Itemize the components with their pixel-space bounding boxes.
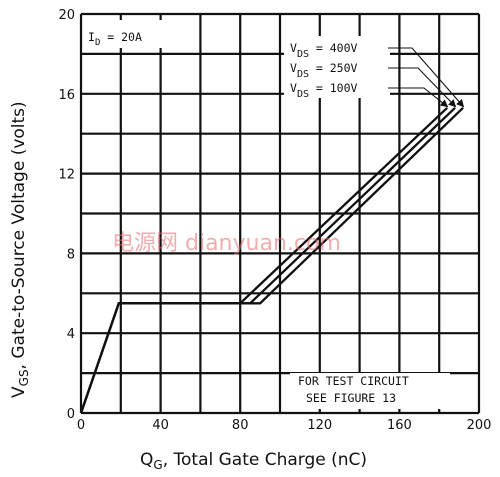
legend-label-1: VDS = 400V	[290, 41, 358, 60]
y-tick-label: 0	[67, 407, 75, 422]
y-axis-label-sub: GS	[17, 369, 31, 386]
x-axis-label-rest: , Total Gate Charge (nC)	[163, 450, 367, 470]
x-axis-label-main: Q	[140, 450, 153, 470]
y-axis-label-rest: , Gate-to-Source Voltage (volts)	[9, 101, 29, 369]
x-tick-label: 0	[77, 418, 85, 433]
legend-label-3: VDS = 100V	[290, 81, 358, 100]
x-tick-label: 160	[387, 418, 412, 433]
x-tick-label: 120	[307, 418, 332, 433]
x-tick-label: 80	[232, 418, 249, 433]
legend-label-2: VDS = 250V	[290, 61, 358, 80]
series-line-3	[79, 106, 448, 414]
y-axis-label-main: V	[9, 386, 29, 398]
legend-arrow-3	[388, 87, 449, 108]
legend-arrow-1	[388, 47, 465, 108]
y-tick-label: 20	[58, 8, 75, 23]
y-tick-label: 16	[58, 88, 75, 103]
note-line-2: SEE FIGURE 13	[306, 391, 396, 405]
watermark: 电源网 dianyuan.com	[112, 231, 341, 256]
y-tick-label: 12	[58, 168, 75, 183]
svg-text:ID = 20A: ID = 20A	[88, 30, 142, 48]
condition-sub: D	[95, 38, 100, 48]
legend-arrow-2	[388, 67, 457, 108]
legend-arrows	[388, 47, 465, 108]
x-tick-label: 40	[152, 418, 169, 433]
note-line-1: FOR TEST CIRCUIT	[298, 374, 409, 388]
y-tick-label: 8	[67, 247, 75, 262]
condition-main: I	[88, 30, 95, 44]
grid-lines	[79, 12, 481, 415]
tick-labels: 0 40 80 120 160 200 0 4 8 12 16 20	[58, 8, 491, 433]
condition-rest: = 20A	[100, 30, 142, 44]
test-circuit-note: FOR TEST CIRCUIT SEE FIGURE 13	[290, 373, 450, 409]
condition-box: ID = 20A	[84, 20, 164, 48]
x-axis-label: QG, Total Gate Charge (nC)	[140, 450, 367, 472]
x-tick-label: 200	[467, 418, 492, 433]
x-axis-label-sub: G	[153, 458, 162, 472]
y-axis-label: VGS, Gate-to-Source Voltage (volts)	[9, 101, 31, 398]
y-tick-label: 4	[67, 327, 75, 342]
series-lines	[79, 106, 464, 414]
